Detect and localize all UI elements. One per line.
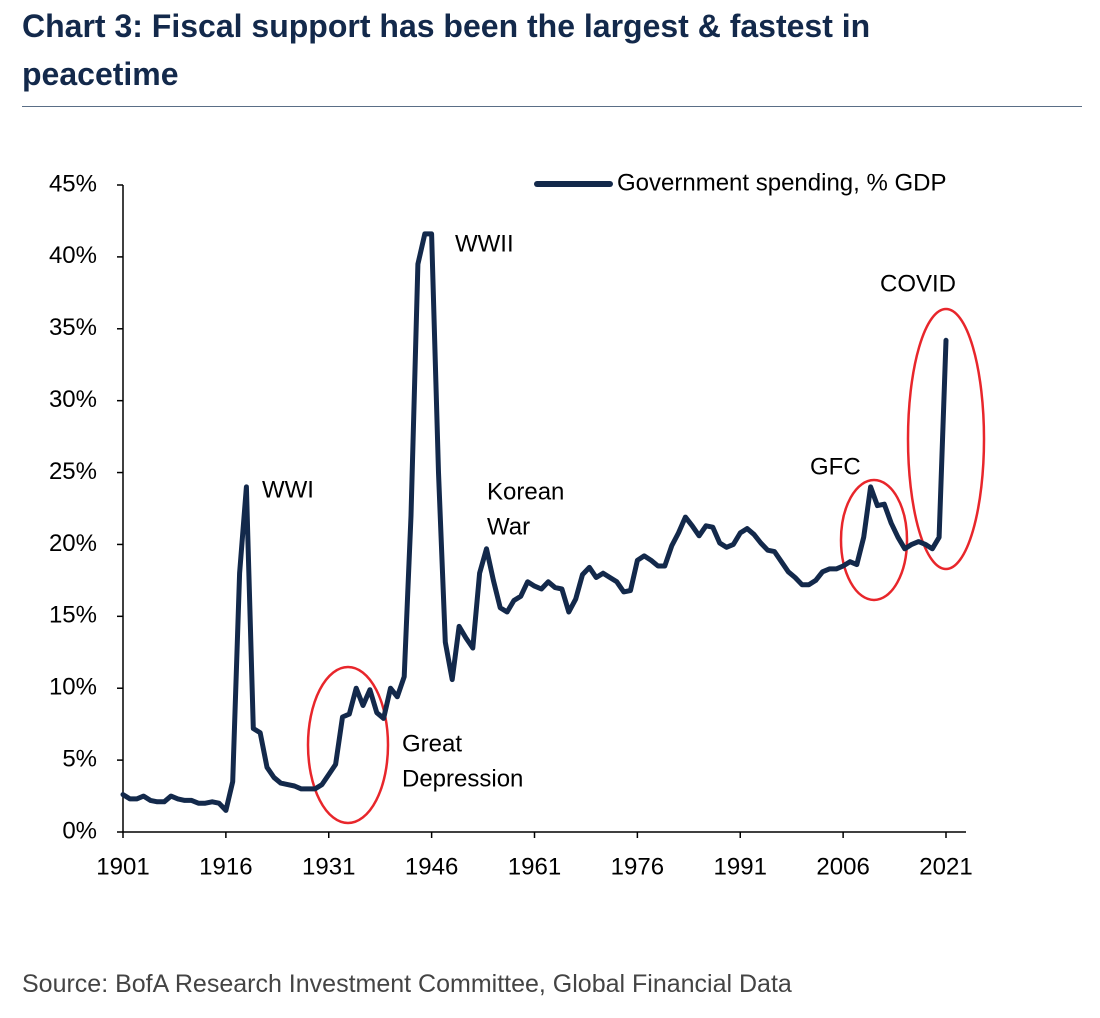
x-tick-label: 2021 [919, 853, 972, 880]
highlight-ellipse [306, 665, 390, 825]
x-tick-label: 1901 [96, 853, 149, 880]
highlight-ellipse [906, 307, 986, 571]
y-tick-label: 45% [49, 170, 97, 197]
y-tick-label: 10% [49, 674, 97, 701]
x-tick-label: 1946 [405, 853, 458, 880]
annotation: WWI [262, 476, 314, 503]
chart: 0% 5% 10% 15% 20% 25% 30% 35% 40% 45% 1901 1916 1931… [49, 169, 986, 880]
source-note: Source: BofA Research Investment Committ… [22, 970, 792, 998]
annotation: COVID [880, 270, 956, 297]
annotation: Korean [487, 478, 564, 505]
x-tick-label: 1976 [611, 853, 664, 880]
x-tick-label: 1916 [199, 853, 252, 880]
annotation: Great [402, 730, 462, 757]
data-line [120, 231, 949, 813]
annotation: GFC [810, 453, 861, 480]
annotation: WWII [455, 230, 514, 257]
annotation: War [487, 513, 530, 540]
y-tick-label: 35% [49, 314, 97, 341]
x-tick-label: 1961 [508, 853, 561, 880]
y-tick-label: 0% [62, 817, 97, 844]
legend-label: Government spending, % GDP [617, 169, 947, 196]
title-rule [22, 106, 1082, 107]
highlight-ellipse [839, 478, 909, 602]
y-tick-label: 40% [49, 242, 97, 269]
x-tick-label: 1991 [714, 853, 767, 880]
y-tick-label: 20% [49, 530, 97, 557]
chart-title: Chart 3: Fiscal support has been the lar… [22, 8, 871, 92]
annotation: Depression [402, 765, 523, 792]
y-tick-label: 15% [49, 602, 97, 629]
y-tick-label: 5% [62, 745, 97, 772]
y-tick-label: 25% [49, 458, 97, 485]
y-tick-label: 30% [49, 386, 97, 413]
x-tick-label: 1931 [302, 853, 355, 880]
x-tick-label: 2006 [816, 853, 869, 880]
